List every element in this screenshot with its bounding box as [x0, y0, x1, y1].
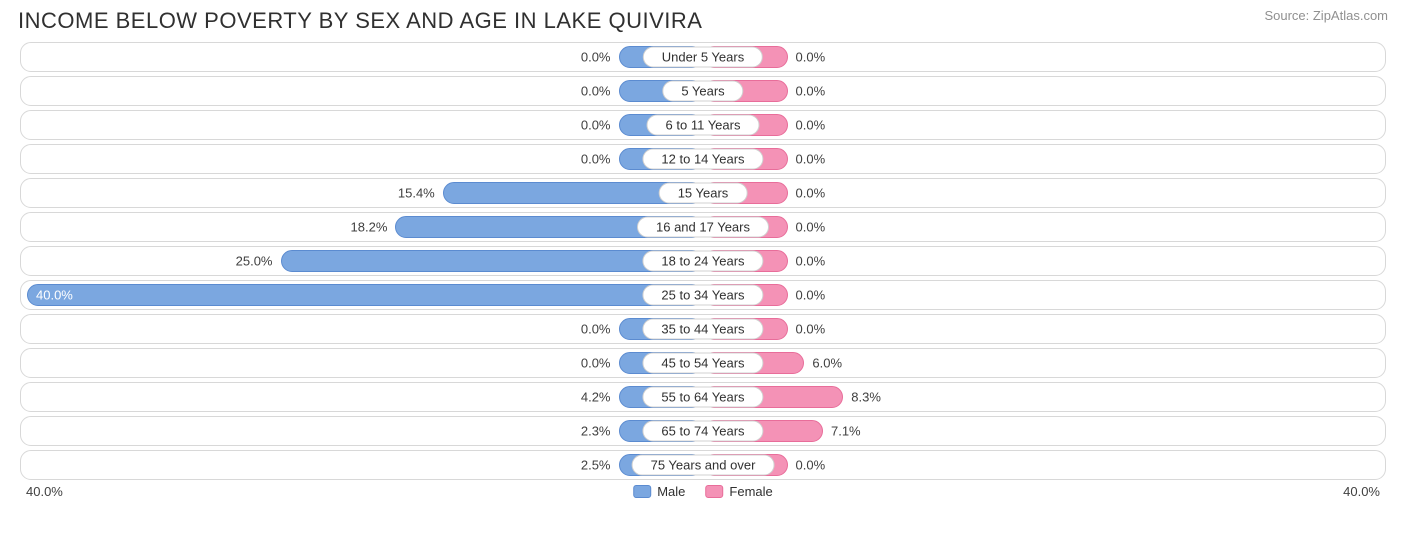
- female-value-label: 0.0%: [796, 50, 826, 65]
- chart-row: 0.0% 0.0% 12 to 14 Years: [20, 144, 1386, 174]
- category-label: 18 to 24 Years: [642, 251, 763, 272]
- male-bar: [281, 250, 704, 272]
- category-label: 55 to 64 Years: [642, 387, 763, 408]
- category-label: 35 to 44 Years: [642, 319, 763, 340]
- category-label: 16 and 17 Years: [637, 217, 769, 238]
- category-label: 65 to 74 Years: [642, 421, 763, 442]
- chart-header: INCOME BELOW POVERTY BY SEX AND AGE IN L…: [0, 0, 1406, 38]
- axis-label-left: 40.0%: [26, 484, 63, 499]
- female-value-label: 0.0%: [796, 186, 826, 201]
- male-value-label: 4.2%: [581, 390, 611, 405]
- male-value-label: 25.0%: [236, 254, 273, 269]
- chart-area: 0.0%0.0%Under 5 Years0.0%0.0%5 Years0.0%…: [0, 38, 1406, 506]
- female-value-label: 8.3%: [851, 390, 881, 405]
- category-label: 6 to 11 Years: [647, 115, 760, 136]
- male-value-label: 15.4%: [398, 186, 435, 201]
- female-value-label: 0.0%: [796, 458, 826, 473]
- chart-row: 0.0% 0.0% 35 to 44 Years: [20, 314, 1386, 344]
- chart-row: 15.4% 0.0% 15 Years: [20, 178, 1386, 208]
- chart-source: Source: ZipAtlas.com: [1264, 8, 1388, 23]
- male-value-label: 0.0%: [581, 322, 611, 337]
- legend-label: Female: [729, 484, 772, 499]
- category-label: 5 Years: [662, 81, 743, 102]
- chart-row: 18.2% 0.0% 16 and 17 Years: [20, 212, 1386, 242]
- chart-row: 0.0% 0.0% Under 5 Years: [20, 42, 1386, 72]
- female-value-label: 0.0%: [796, 84, 826, 99]
- male-value-label: 0.0%: [581, 356, 611, 371]
- category-label: 12 to 14 Years: [642, 149, 763, 170]
- category-label: 25 to 34 Years: [642, 285, 763, 306]
- female-value-label: 0.0%: [796, 152, 826, 167]
- male-value-label: 0.0%: [581, 152, 611, 167]
- legend: Male Female: [633, 484, 773, 499]
- chart-row: 0.0% 0.0% 6 to 11 Years: [20, 110, 1386, 140]
- legend-item: Male: [633, 484, 685, 499]
- chart-row: 40.0% 0.0% 25 to 34 Years: [20, 280, 1386, 310]
- male-value-label: 0.0%: [581, 50, 611, 65]
- female-value-label: 0.0%: [796, 288, 826, 303]
- category-label: 75 Years and over: [632, 455, 775, 476]
- legend-label: Male: [657, 484, 685, 499]
- chart-row: 2.5% 0.0% 75 Years and over: [20, 450, 1386, 480]
- female-value-label: 7.1%: [831, 424, 861, 439]
- female-value-label: 0.0%: [796, 220, 826, 235]
- male-value-label: 40.0%: [36, 288, 73, 303]
- male-value-label: 18.2%: [351, 220, 388, 235]
- female-value-label: 6.0%: [812, 356, 842, 371]
- legend-swatch: [633, 485, 651, 498]
- chart-row: 2.3% 7.1% 65 to 74 Years: [20, 416, 1386, 446]
- category-label: 15 Years: [659, 183, 748, 204]
- chart-row: 0.0% 0.0% 5 Years: [20, 76, 1386, 106]
- female-value-label: 0.0%: [796, 254, 826, 269]
- category-label: 45 to 54 Years: [642, 353, 763, 374]
- legend-item: Female: [705, 484, 772, 499]
- axis-label-right: 40.0%: [1343, 484, 1380, 499]
- male-bar: 40.0%: [27, 284, 703, 306]
- category-label: Under 5 Years: [643, 47, 763, 68]
- chart-row: 0.0% 6.0% 45 to 54 Years: [20, 348, 1386, 378]
- chart-row: 4.2% 8.3% 55 to 64 Years: [20, 382, 1386, 412]
- male-value-label: 2.3%: [581, 424, 611, 439]
- male-value-label: 0.0%: [581, 84, 611, 99]
- male-value-label: 0.0%: [581, 118, 611, 133]
- chart-title: INCOME BELOW POVERTY BY SEX AND AGE IN L…: [18, 8, 702, 34]
- female-value-label: 0.0%: [796, 118, 826, 133]
- legend-swatch: [705, 485, 723, 498]
- chart-row: 25.0% 0.0% 18 to 24 Years: [20, 246, 1386, 276]
- female-value-label: 0.0%: [796, 322, 826, 337]
- male-value-label: 2.5%: [581, 458, 611, 473]
- axis-row: 40.0% 40.0% Male Female: [20, 484, 1386, 506]
